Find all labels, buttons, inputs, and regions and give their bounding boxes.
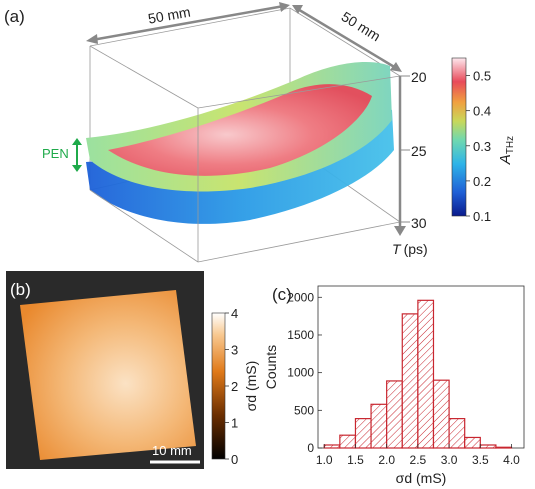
thz-colorbar-tick: 0.2 [473,174,491,189]
histogram-bar [339,434,357,449]
histogram-y-tick: 1500 [287,328,314,342]
histogram-x-tick: 3.5 [472,453,489,467]
panel-a-label: (a) [4,7,25,26]
width-dimension: 50 mm [86,2,290,44]
histogram-x-ticks: 1.0 1.5 2.0 2.5 3.0 3.5 4.0 [316,444,520,467]
sigma-colorbar: 4 3 2 1 0 σd (mS) [211,306,259,467]
histogram-y-tick: 0 [307,441,314,455]
histogram-y-tick: 500 [294,403,314,417]
histogram-bar [495,446,513,449]
pen-marker: PEN [42,138,82,172]
thz-colorbar-label: ATHz [497,136,516,165]
time-tick: 20 [411,69,427,85]
thz-colorbar-tick: 0.3 [473,139,491,154]
thz-colorbar: 0.5 0.4 0.3 0.2 0.1 ATHz [451,57,516,224]
histogram-ylabel: Counts [263,345,279,389]
scale-bar-label: 10 mm [152,443,192,458]
depth-dimension: 50 mm [292,5,402,72]
sigma-colorbar-tick: 0 [231,452,238,467]
histogram-bar [432,379,450,449]
histogram-y-tick: 1000 [287,366,314,380]
time-axis: 20 25 30 T (ps) [392,69,428,257]
pen-label: PEN [42,146,69,161]
panel-c: (c) 1.0 1.5 2.0 2.5 3.0 3.5 4.0 0 500 1000 1500 20… [263,285,525,486]
panel-b: (b) 10 mm 4 3 2 1 0 σd (mS) [6,271,259,469]
histogram-x-tick: 1.0 [316,453,333,467]
histogram-x-tick: 1.5 [347,453,364,467]
histogram-y-tick: 2000 [287,290,314,304]
histogram-bar [448,418,466,449]
time-tick: 30 [411,215,427,231]
width-label: 50 mm [147,4,192,27]
histogram-bar [479,444,497,449]
sigma-colorbar-tick: 2 [231,379,238,394]
histogram-bar [354,418,372,449]
thz-colorbar-tick: 0.1 [473,209,491,224]
surface-box-front [89,45,401,263]
histogram-x-tick: 2.0 [378,453,395,467]
histogram-y-ticks: 0 500 1000 1500 2000 [287,290,322,455]
histogram-x-tick: 4.0 [503,453,520,467]
panel-b-label: (b) [10,280,31,299]
sigma-colorbar-tick: 1 [231,416,238,431]
histogram-bar [323,444,341,449]
histogram-bar [370,403,388,449]
histogram-bar [386,380,403,449]
time-tick: 25 [411,143,427,159]
sigma-colorbar-tick: 4 [231,306,238,321]
thz-colorbar-tick: 0.5 [473,69,491,84]
histogram-bar [417,299,435,449]
histogram-bars [323,299,513,449]
sigma-colorbar-label: σd (mS) [243,361,259,412]
histogram-bar [464,436,481,449]
histogram-xlabel: σd (mS) [396,470,447,486]
scale-bar: 10 mm [150,443,200,464]
thz-colorbar-tick: 0.4 [473,104,491,119]
pen-region [108,84,372,176]
sigma-colorbar-tick: 3 [231,343,238,358]
panel-c-label: (c) [272,285,292,304]
panel-a: (a) 50 mm [4,2,516,263]
histogram-x-tick: 2.5 [410,453,427,467]
histogram-bar [401,313,419,449]
conductivity-map [20,290,196,460]
time-axis-label: T (ps) [392,241,428,257]
histogram-x-tick: 3.0 [441,453,458,467]
